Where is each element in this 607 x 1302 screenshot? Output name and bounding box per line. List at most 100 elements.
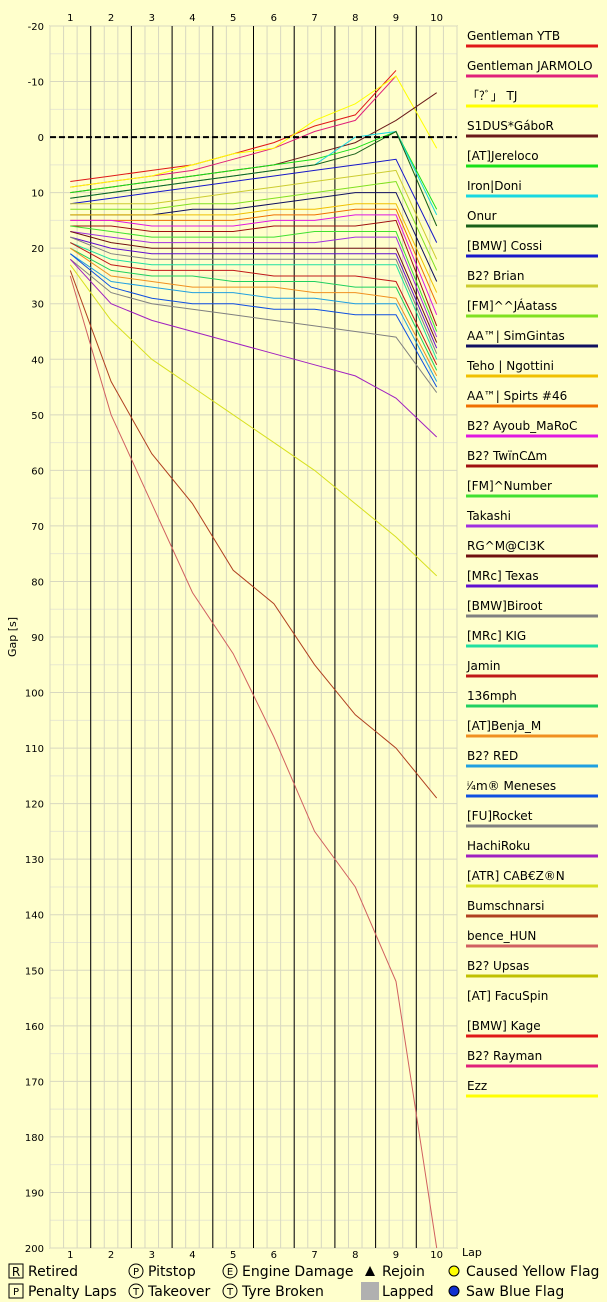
symbol-key: R Retired P Pitstop E Engine Damage Rejoin Caus…	[8, 1263, 599, 1300]
x-tick-label: 3	[149, 1250, 155, 1261]
x-tick-label: 7	[311, 1250, 317, 1261]
penalty-icon	[8, 1283, 24, 1299]
legend-entry-label: [AT] FacuSpin	[467, 989, 548, 1003]
x-tick-label-top: 2	[108, 13, 114, 24]
legend-entry-label: Jamin	[466, 659, 501, 673]
legend-entry-label: Teho | Ngottini	[466, 359, 554, 373]
x-tick-label: 9	[393, 1250, 399, 1261]
key-label: Saw Blue Flag	[466, 1284, 564, 1300]
legend-entry-label: Takashi	[466, 509, 511, 523]
flag-dot-icon	[448, 1285, 460, 1297]
x-tick-label: 6	[271, 1250, 277, 1261]
legend-entry-label: Ezz	[467, 1079, 487, 1093]
y-tick-label: -10	[28, 78, 44, 89]
series-line	[70, 130, 438, 227]
key-label: Retired	[28, 1264, 78, 1280]
y-tick-label: 180	[25, 1133, 44, 1144]
legend-entry-label: Onur	[467, 209, 497, 223]
event-icon-letter: T	[226, 1287, 234, 1298]
series-line	[69, 258, 438, 438]
legend-entry-label: B2? Rayman	[467, 1049, 542, 1063]
y-tick-label: 120	[25, 800, 44, 811]
series-line	[70, 225, 438, 332]
series-line	[70, 180, 438, 271]
legend-entry-label: Bumschnarsi	[467, 899, 544, 913]
x-tick-label-top: 7	[311, 13, 317, 24]
legend-entry-label: ⁱ⁄₄m® Meneses	[466, 779, 556, 793]
legend-entry-label: S1DUS*GáboR	[467, 119, 554, 133]
y-tick-label: 90	[31, 633, 44, 644]
event-icon-letter: E	[227, 1267, 233, 1278]
x-tick-label: 5	[230, 1250, 236, 1261]
event-icon	[128, 1283, 144, 1299]
series-line	[70, 247, 438, 377]
y-tick-label: 150	[25, 966, 44, 977]
legend-entry-label: [ATR] CAB€Z®N	[467, 869, 565, 883]
event-icon	[128, 1263, 144, 1279]
x-tick-label-top: 3	[149, 13, 155, 24]
event-icon-letter: T	[132, 1287, 140, 1298]
legend-entry-label: B2? Ayoub_MaRoC	[467, 419, 577, 433]
key-label: Rejoin	[382, 1264, 425, 1280]
y-tick-label: 50	[31, 411, 44, 422]
series-line	[70, 236, 438, 354]
x-tick-label-top: 4	[189, 13, 195, 24]
series-line	[70, 236, 438, 349]
key-label: Caused Yellow Flag	[466, 1264, 599, 1280]
key-label: Engine Damage	[242, 1264, 354, 1280]
series-line	[70, 208, 438, 304]
series-line	[70, 242, 438, 366]
y-tick-label: 70	[31, 522, 44, 533]
retired-icon	[8, 1263, 24, 1279]
y-tick-label: 80	[31, 577, 44, 588]
legend-entry-label: [FM]^^JÁatass	[467, 298, 557, 313]
legend-entry-label: [BMW]Biroot	[467, 599, 543, 613]
x-tick-label: 2	[108, 1250, 114, 1261]
series-line	[70, 158, 438, 243]
key-label: Lapped	[382, 1284, 434, 1300]
legend-entry-label: Iron|Doni	[467, 179, 522, 193]
key-label: Penalty Laps	[28, 1284, 117, 1300]
lapped-swatch-icon	[361, 1282, 379, 1300]
series-line	[69, 275, 438, 1249]
rejoin-icon	[365, 1266, 375, 1276]
y-tick-label: 130	[25, 855, 44, 866]
legend-entry-label: 136mph	[467, 689, 517, 703]
y-tick-label: 40	[31, 355, 44, 366]
x-tick-label-top: 6	[271, 13, 277, 24]
x-axis-label: Lap	[462, 1246, 482, 1259]
y-tick-label: 170	[25, 1077, 44, 1088]
series-line	[70, 219, 438, 327]
series-line	[70, 253, 438, 382]
y-tick-label: 20	[31, 244, 44, 255]
series-line	[69, 264, 438, 577]
legend-entry-label: Gentleman JARMOLO	[467, 59, 593, 73]
key-label: Pitstop	[148, 1264, 196, 1280]
event-icon-letter: P	[133, 1267, 139, 1278]
legend-entry-label: B2? Upsas	[467, 959, 529, 973]
legend-entry-label: [BMW] Cossi	[467, 239, 542, 253]
y-tick-label: 140	[25, 911, 44, 922]
series-line	[69, 258, 438, 393]
series-line	[70, 75, 438, 188]
legend-entry-label: AA™| Spirts #46	[467, 389, 567, 403]
x-tick-label-top: 5	[230, 13, 236, 24]
legend-entry-label: B2? RED	[467, 749, 518, 763]
series-line	[70, 242, 438, 360]
series-line	[69, 270, 438, 799]
y-tick-label: -20	[28, 22, 44, 33]
y-tick-label: 200	[25, 1244, 44, 1255]
series-line	[70, 231, 438, 338]
legend-entry-label: [FU]Rocket	[467, 809, 533, 823]
y-axis-label: Gap [s]	[6, 617, 19, 657]
event-icon	[222, 1263, 238, 1279]
x-tick-label-top: 9	[393, 13, 399, 24]
legend-entry-label: 「?ﾞ」 TJ	[467, 89, 517, 103]
series-line	[70, 214, 438, 315]
legend-entry-label: AA™| SimGintas	[467, 329, 565, 343]
legend-entry-label: bence_HUN	[467, 929, 536, 943]
flag-dot-icon	[448, 1265, 460, 1277]
legend-entry-label: [AT]Jereloco	[467, 149, 539, 163]
legend-entry-label: [MRc] Texas	[467, 569, 539, 583]
legend-entry-label: HachiRoku	[467, 839, 530, 853]
